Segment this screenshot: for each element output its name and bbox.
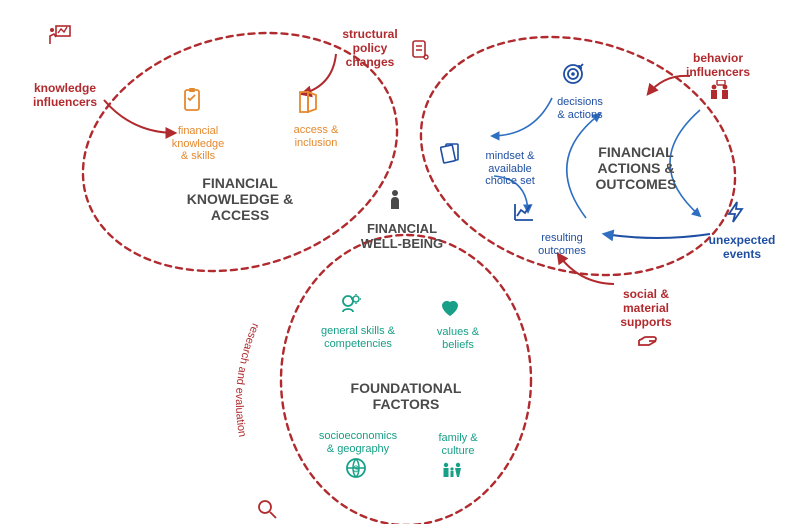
- bottom-item-family: family &culture: [388, 432, 528, 457]
- right-item-dec: decisions& actions: [510, 96, 650, 121]
- sms-icon: [636, 326, 660, 355]
- ext-unex: unexpectedevents: [672, 234, 800, 262]
- research-note: research and evaluation: [233, 321, 261, 438]
- socio-icon: $: [344, 456, 368, 485]
- left-item-acc: access &inclusion: [246, 124, 386, 149]
- ext-kinf: knowledgeinfluencers: [0, 82, 135, 110]
- family-icon: [440, 460, 464, 489]
- center-title: FINANCIALWELL-BEING: [332, 222, 472, 252]
- spc-icon: [408, 38, 432, 67]
- mind-icon: [440, 140, 464, 169]
- right-title: FINANCIALACTIONS &OUTCOMES: [566, 144, 706, 192]
- acc-icon: [296, 90, 320, 119]
- right-item-res: resultingoutcomes: [492, 232, 632, 257]
- bottom-item-values: values &beliefs: [388, 326, 528, 351]
- left-title: FINANCIALKNOWLEDGE &ACCESS: [170, 175, 310, 223]
- binf-icon: [708, 80, 732, 109]
- ext-sms: social &materialsupports: [576, 288, 716, 329]
- svg-text:$: $: [353, 464, 358, 474]
- dec-icon: [561, 62, 585, 91]
- bottom-title: FOUNDATIONALFACTORS: [336, 380, 476, 412]
- person-icon: [383, 188, 407, 217]
- gskills-icon: [338, 292, 362, 321]
- magnifier-icon: [256, 498, 280, 524]
- values-icon: [438, 296, 462, 325]
- kinf-icon: [48, 24, 72, 53]
- res-icon: [512, 200, 536, 229]
- fks-icon: [180, 88, 204, 117]
- unex-icon: [724, 200, 748, 229]
- ext-binf: behaviorinfluencers: [648, 52, 788, 80]
